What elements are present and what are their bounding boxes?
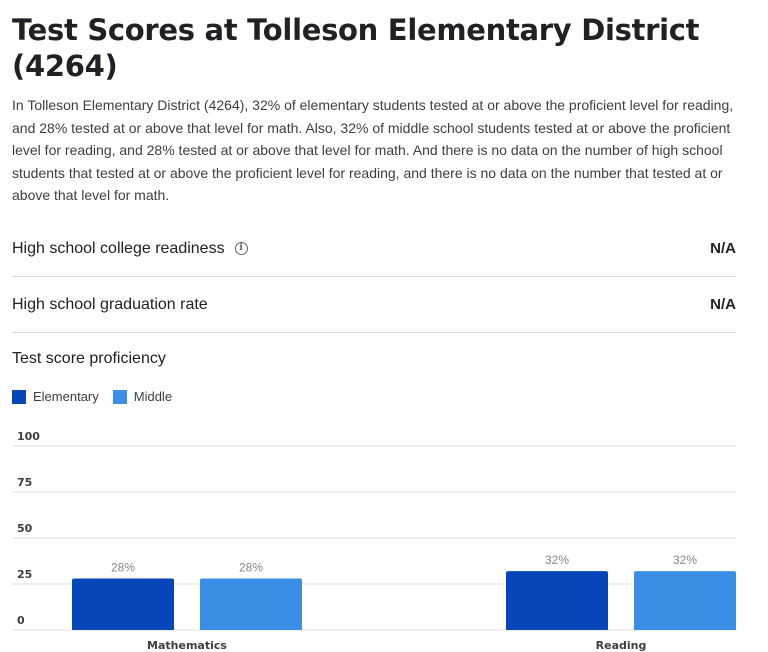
- legend-item-middle: Middle: [112, 389, 173, 404]
- y-tick-label: 75: [17, 476, 32, 489]
- summary-text: In Tolleson Elementary District (4264), …: [12, 97, 734, 203]
- y-tick-label: 100: [17, 430, 40, 443]
- metric-row-college-readiness: High school college readiness i N/A: [12, 221, 736, 277]
- legend-label-elementary: Elementary: [33, 389, 99, 404]
- y-tick-label: 50: [17, 522, 33, 535]
- metric-value-college-readiness: N/A: [710, 240, 736, 257]
- data-label: 32%: [545, 553, 569, 567]
- metric-row-graduation-rate: High school graduation rate N/A: [12, 277, 736, 333]
- metric-label-text: High school college readiness: [12, 239, 225, 257]
- page-title: Test Scores at Tolleson Elementary Distr…: [12, 13, 700, 83]
- metric-value-graduation-rate: N/A: [710, 296, 736, 313]
- chart-legend: Elementary Middle: [12, 389, 186, 404]
- metric-label-graduation-rate: High school graduation rate: [12, 295, 208, 313]
- metric-label-college-readiness: High school college readiness i: [12, 240, 248, 258]
- data-label: 28%: [239, 560, 263, 574]
- x-category-label: Mathematics: [147, 639, 227, 652]
- x-category-label: Reading: [596, 639, 647, 652]
- legend-label-middle: Middle: [133, 389, 173, 404]
- legend-item-elementary: Elementary: [12, 389, 99, 404]
- legend-swatch-middle: [112, 389, 127, 404]
- legend-swatch-elementary: [12, 389, 26, 404]
- section-title: Test score proficiency: [12, 350, 166, 367]
- info-icon[interactable]: i: [234, 242, 248, 255]
- y-tick-label: 0: [17, 614, 25, 627]
- data-label: 28%: [111, 560, 135, 574]
- bar-elementary-mathematics: [72, 578, 174, 630]
- y-tick-label: 25: [17, 568, 32, 581]
- bar-middle-mathematics: [200, 578, 302, 630]
- bar-elementary-reading: [506, 571, 608, 630]
- bar-middle-reading: [634, 571, 736, 630]
- bar-chart: 100 75 50 25 0 28% 28% Mathematics 32% 32% Reading: [12, 430, 736, 652]
- data-label: 32%: [673, 553, 697, 567]
